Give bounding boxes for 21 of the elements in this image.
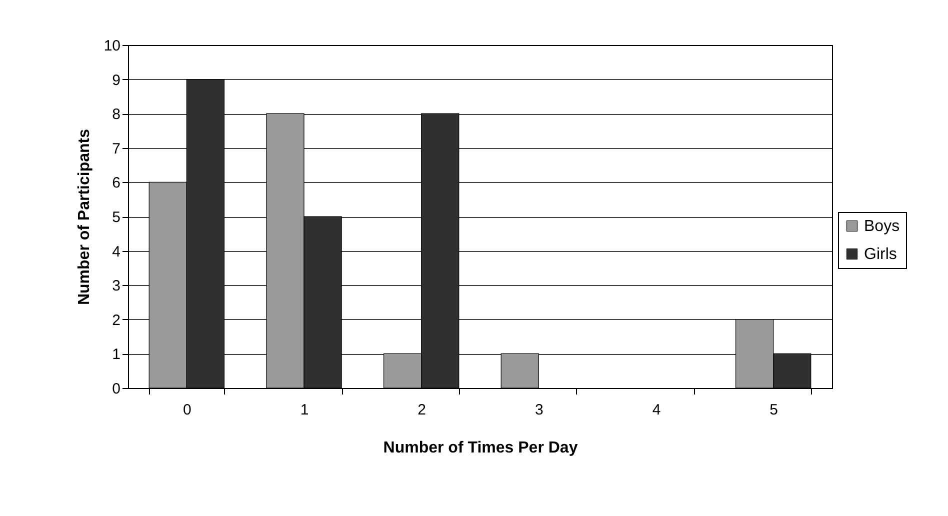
y-tick-label: 5: [112, 209, 120, 226]
y-tick-label: 0: [112, 380, 120, 398]
x-axis-title: Number of Times Per Day: [383, 440, 578, 456]
y-tick-label: 8: [112, 106, 120, 124]
y-tick-label: 6: [112, 174, 120, 192]
x-tick-label: 1: [300, 402, 309, 418]
legend-label: Girls: [864, 246, 897, 263]
y-axis-title: Number of Participants: [76, 128, 93, 306]
x-tick-label: 4: [652, 402, 661, 418]
x-tick-label: 5: [770, 402, 778, 418]
x-tick-label: 3: [534, 402, 544, 418]
y-tick-label: 9: [112, 72, 120, 89]
legend-label: Boys: [864, 218, 900, 235]
x-tick-label: 2: [418, 402, 426, 418]
y-tick-label: 3: [112, 278, 120, 295]
y-tick-label: 2: [112, 312, 120, 329]
y-tick-label: 10: [104, 38, 120, 54]
y-tick-label: 7: [112, 140, 120, 158]
x-tick-label: 0: [182, 402, 192, 418]
y-tick-label: 4: [112, 243, 120, 260]
y-tick-label: 1: [112, 346, 120, 364]
